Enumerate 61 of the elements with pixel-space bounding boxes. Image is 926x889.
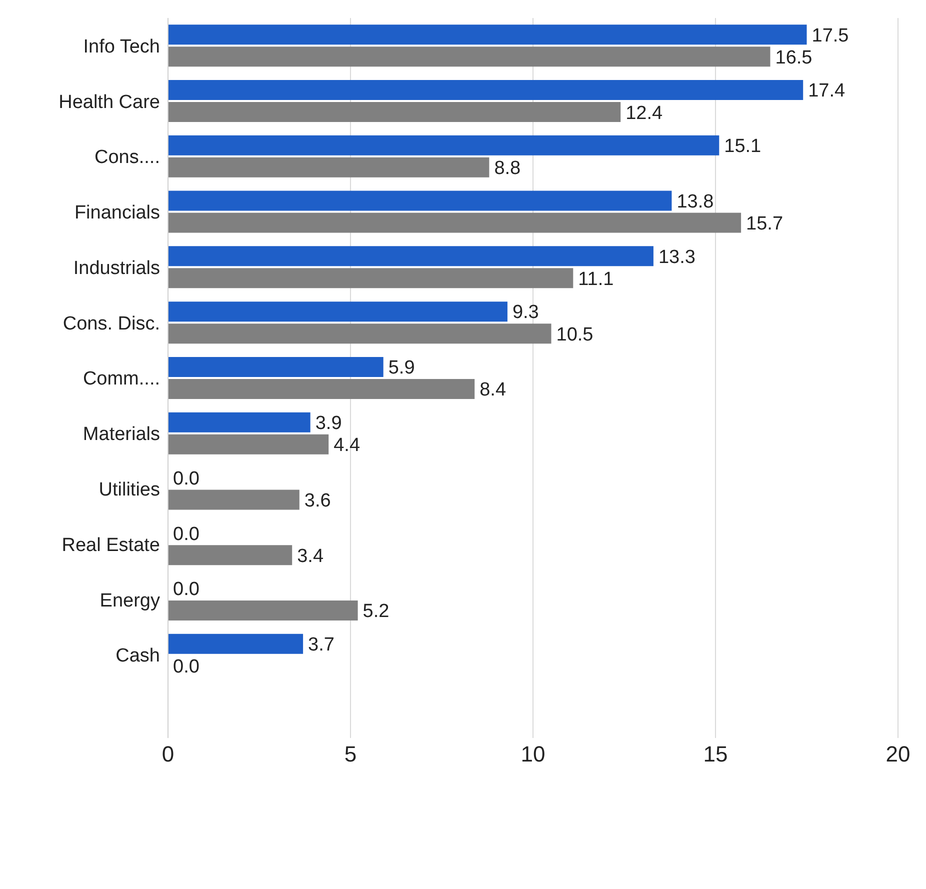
data-label: 17.5: [812, 25, 849, 46]
bar: [168, 378, 475, 399]
x-tick-label: 15: [703, 742, 728, 767]
bar: [168, 302, 508, 322]
bar: [168, 268, 574, 288]
x-tick-label: 20: [886, 742, 910, 767]
y-tick-label: Utilities: [98, 480, 160, 501]
bar: [168, 545, 292, 566]
bar: [168, 135, 720, 156]
data-label: 4.4: [334, 435, 360, 456]
data-label: 0.0: [173, 468, 200, 490]
bar: [168, 356, 384, 377]
x-tick-label: 0: [162, 742, 174, 767]
data-label: 0.0: [173, 524, 200, 545]
data-label: 11.1: [578, 268, 614, 290]
bar: [168, 46, 770, 67]
bar: [168, 600, 358, 620]
data-label: 13.8: [676, 191, 714, 212]
data-label: 3.4: [297, 546, 324, 567]
y-tick-label: Comm....: [82, 368, 160, 390]
bar: [168, 634, 304, 654]
data-label: 8.8: [494, 158, 521, 180]
data-label: 15.1: [724, 136, 762, 158]
data-label: 3.9: [315, 413, 342, 434]
data-label: 12.4: [626, 102, 664, 124]
bar: [168, 212, 742, 233]
data-label: 5.2: [362, 601, 390, 622]
bar: [168, 102, 621, 122]
y-tick-label: Real Estate: [62, 534, 160, 556]
data-label: 10.5: [556, 324, 594, 346]
data-label: 3.7: [308, 634, 334, 656]
bar: [168, 190, 672, 211]
data-label: 8.4: [480, 380, 506, 401]
data-label: 3.6: [304, 490, 331, 512]
y-tick-label: Cons. Disc.: [62, 313, 160, 334]
bar: [168, 24, 807, 45]
data-label: 17.4: [808, 80, 846, 102]
data-label: 13.3: [658, 246, 696, 268]
data-label: 5.9: [388, 358, 415, 379]
bar: [168, 80, 804, 100]
data-label: 16.5: [775, 47, 812, 68]
data-label: 0.0: [173, 579, 200, 600]
x-tick-label: 5: [344, 742, 357, 767]
data-label: 0.0: [173, 656, 200, 678]
bar: [168, 412, 310, 432]
y-tick-label: Cons....: [94, 147, 160, 168]
y-tick-label: Materials: [82, 424, 160, 446]
y-tick-label: Energy: [100, 590, 160, 612]
bar: [168, 157, 490, 178]
bar: [168, 324, 552, 344]
bar: [168, 490, 300, 510]
data-label: 15.7: [746, 214, 784, 235]
data-label: 9.3: [512, 302, 539, 324]
y-tick-label: Info Tech: [83, 36, 160, 58]
y-tick-label: Financials: [74, 202, 160, 224]
x-tick-label: 10: [520, 742, 546, 767]
bar: [168, 434, 329, 454]
bar: [168, 246, 654, 266]
y-tick-label: Health Care: [58, 92, 160, 113]
y-tick-label: Cash: [116, 646, 160, 667]
y-tick-label: Industrials: [73, 258, 160, 279]
